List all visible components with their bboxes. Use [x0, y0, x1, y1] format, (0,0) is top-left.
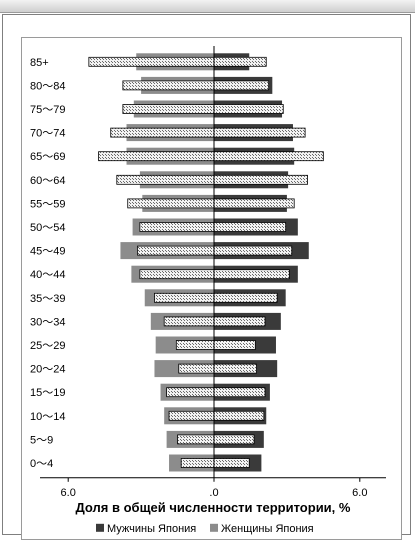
age-group-label: 0～4	[30, 458, 53, 470]
bar-akita-male	[213, 410, 265, 421]
bar-akita-female	[180, 458, 215, 468]
bar-akita-male	[213, 151, 324, 162]
bar-akita-female	[178, 363, 215, 374]
bar-akita-female	[175, 340, 215, 350]
pyramid-chart: 0～4 5～9 10～14 15～19 20～24 25～29 30～34 35～39 40～4…	[30, 46, 386, 535]
age-group-label: 65～69	[30, 151, 65, 163]
legend-label: Мужчины Япония	[107, 523, 196, 535]
bar-akita-male	[213, 104, 284, 114]
age-group-label: 25～29	[30, 340, 65, 352]
bar-akita-female	[166, 387, 215, 398]
bar-akita-female	[177, 434, 215, 445]
age-group-label: 10～14	[30, 411, 65, 423]
legend-label: Женщины Япония	[221, 523, 314, 535]
bar-akita-female	[154, 292, 215, 303]
age-group-label: 40～44	[30, 269, 65, 281]
window-top-bar	[0, 0, 415, 13]
bar-akita-female	[139, 222, 215, 232]
bar-akita-male	[213, 174, 308, 185]
age-group-label: 70～74	[30, 128, 65, 140]
age-group-label: 55～59	[30, 198, 65, 210]
bar-akita-female	[122, 104, 215, 114]
age-group-label: 60～64	[30, 175, 65, 187]
bar-akita-female	[168, 410, 215, 421]
bar-akita-male	[213, 316, 266, 327]
x-axis-title: Доля в общей численности территории, %	[76, 500, 351, 515]
x-tick-label: .0	[209, 487, 218, 499]
bar-akita-female	[116, 174, 215, 185]
bar-akita-female	[98, 151, 215, 162]
chart-area: 0～4 5～9 10～14 15～19 20～24 25～29 30～34 35～39 40～4…	[21, 37, 402, 540]
age-group-label: 45～49	[30, 246, 65, 258]
bar-akita-female	[122, 80, 215, 91]
age-group-label: 5～9	[30, 434, 53, 446]
age-group-label: 80～84	[30, 80, 65, 92]
x-tick-label: 6.0	[352, 487, 367, 499]
bar-akita-male	[213, 80, 270, 91]
x-tick-label: 6.0	[61, 487, 76, 499]
bar-akita-male	[213, 56, 267, 67]
bar-akita-female	[139, 269, 215, 280]
age-group-label: 30～34	[30, 316, 65, 328]
bar-akita-male	[213, 363, 257, 374]
bar-akita-female	[88, 56, 215, 67]
bar-akita-male	[213, 387, 266, 398]
bar-akita-male	[213, 198, 295, 209]
chart-panel: 0～4 5～9 10～14 15～19 20～24 25～29 30～34 35～39 40～4…	[2, 14, 411, 540]
age-group-label: 50～54	[30, 222, 65, 234]
age-group-label: 85+	[30, 57, 49, 69]
bar-akita-male	[213, 292, 278, 303]
bar-akita-male	[213, 127, 306, 138]
bar-akita-male	[213, 222, 287, 232]
age-group-label: 20～24	[30, 364, 65, 376]
bar-akita-male	[213, 245, 293, 256]
bar-akita-male	[213, 434, 255, 445]
legend-swatch	[210, 523, 218, 532]
bar-akita-female	[137, 245, 215, 256]
age-group-label: 35～39	[30, 293, 65, 305]
bar-akita-female	[110, 127, 215, 138]
bar-akita-male	[213, 340, 256, 350]
legend-swatch	[96, 523, 104, 532]
age-group-label: 15～19	[30, 387, 65, 399]
bar-akita-female	[127, 198, 215, 209]
bar-akita-female	[163, 316, 215, 327]
bar-akita-male	[213, 458, 250, 468]
age-group-label: 75～79	[30, 104, 65, 116]
bar-akita-male	[213, 269, 290, 280]
